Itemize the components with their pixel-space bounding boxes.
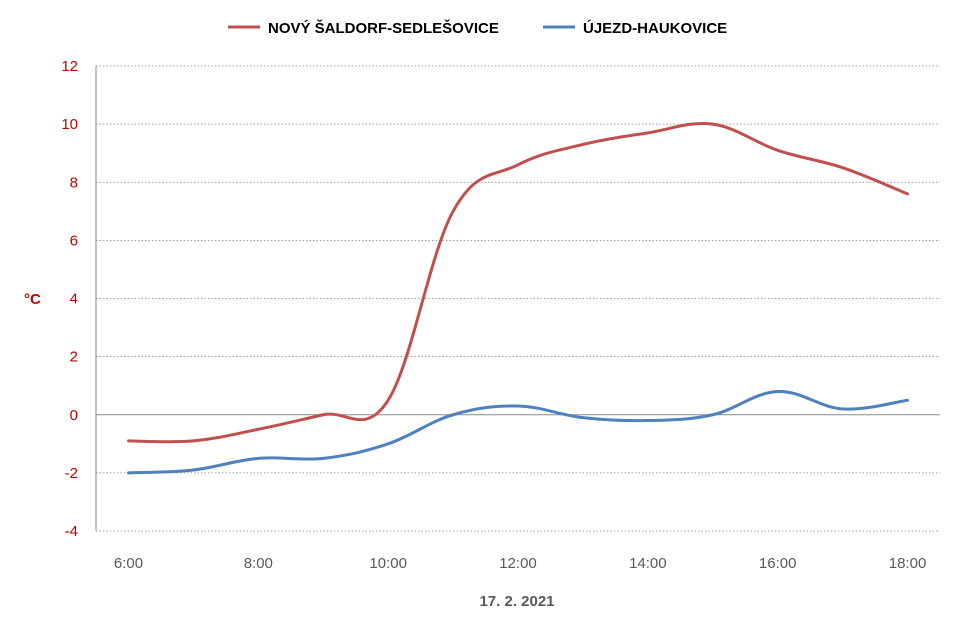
- y-tick-label: 8: [70, 174, 78, 191]
- y-tick-label: 4: [70, 291, 78, 308]
- x-tick-label: 12:00: [499, 555, 537, 572]
- x-tick-label: 18:00: [889, 555, 927, 572]
- y-tick-label: 6: [70, 232, 78, 249]
- x-tick-label: 6:00: [114, 555, 143, 572]
- y-tick-label: 10: [61, 116, 78, 133]
- x-tick-labels: 6:00 8:00 10:00 12:00 14:00 16:00 18:00: [114, 555, 926, 572]
- y-axis-unit: °C: [24, 291, 41, 308]
- series-line-1: [126, 121, 910, 444]
- y-tick-label: 0: [70, 407, 78, 424]
- gridlines: [96, 65, 940, 532]
- y-tick-labels: -4 -2 0 2 4 6 8 10 12: [61, 58, 78, 540]
- x-tick-label: 10:00: [369, 555, 407, 572]
- y-tick-label: 2: [70, 349, 78, 366]
- y-tick-label: -4: [65, 523, 78, 540]
- x-tick-label: 8:00: [244, 555, 273, 572]
- axes: [95, 66, 940, 531]
- series-line-2: [126, 389, 910, 475]
- legend-label-1: NOVÝ ŠALDORF-SEDLEŠOVICE: [268, 19, 499, 37]
- series-lines: [126, 121, 910, 475]
- x-tick-label: 14:00: [629, 555, 667, 572]
- y-tick-label: -2: [65, 465, 78, 482]
- legend: NOVÝ ŠALDORF-SEDLEŠOVICE ÚJEZD-HAUKOVICE: [228, 19, 727, 37]
- y-tick-label: 12: [61, 58, 78, 75]
- legend-label-2: ÚJEZD-HAUKOVICE: [583, 19, 727, 37]
- x-tick-label: 16:00: [759, 555, 797, 572]
- x-axis-label: 17. 2. 2021: [479, 593, 554, 610]
